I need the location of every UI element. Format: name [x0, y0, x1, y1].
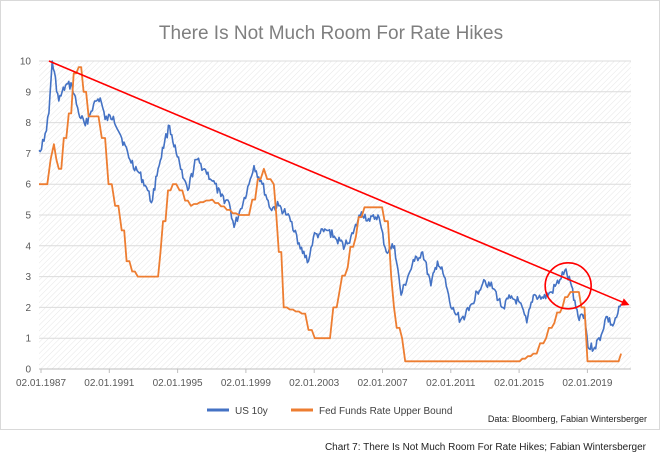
x-tick-label: 02.01.1995: [153, 378, 203, 389]
legend-label-fed-funds: Fed Funds Rate Upper Bound: [319, 406, 452, 417]
highlight-circle: [544, 262, 592, 310]
y-tick-label: 1: [25, 334, 31, 345]
series-line-us-10y: [38, 60, 622, 352]
y-tick-label: 2: [25, 303, 31, 314]
x-tick-label: 02.01.2019: [562, 378, 612, 389]
y-tick-label: 5: [25, 211, 31, 222]
x-tick-label: 02.01.2007: [357, 378, 407, 389]
series-line-fed-funds: [39, 66, 622, 363]
figure-caption: Chart 7: There Is Not Much Room For Rate…: [324, 442, 646, 453]
y-axis: 0 1 2 3 4 5 6 7 8 9 10: [20, 57, 32, 376]
trend-arrow: [48, 60, 630, 306]
annotations: [48, 60, 630, 310]
x-tick-label: 02.01.2015: [494, 378, 544, 389]
source-note: Data: Bloomberg, Fabian Wintersberger: [488, 414, 647, 424]
series-layer: [38, 60, 622, 363]
x-tick-label: 02.01.1999: [221, 378, 271, 389]
x-tick-label: 02.01.1991: [84, 378, 134, 389]
chart-title: There Is Not Much Room For Rate Hikes: [159, 23, 503, 44]
legend-label-us-10y: US 10y: [235, 406, 268, 417]
y-tick-label: 4: [25, 241, 31, 252]
x-tick-label: 02.01.2003: [289, 378, 339, 389]
line-chart: There Is Not Much Room For Rate Hikes 0 1…: [16, 23, 647, 424]
y-tick-label: 0: [25, 365, 31, 376]
y-tick-label: 3: [25, 272, 31, 283]
x-tick-label: 02.01.1987: [16, 378, 66, 389]
x-tick-label: 02.01.2011: [426, 378, 476, 389]
y-tick-label: 6: [25, 180, 31, 191]
legend: US 10y Fed Funds Rate Upper Bound: [207, 406, 452, 417]
y-tick-label: 9: [25, 87, 31, 98]
y-tick-label: 7: [25, 149, 31, 160]
x-axis: 02.01.1987 02.01.1991 02.01.1995 02.01.1999…: [16, 369, 613, 389]
y-tick-label: 10: [20, 57, 32, 68]
chart-frame: There Is Not Much Room For Rate Hikes 0 1…: [0, 0, 660, 430]
y-tick-label: 8: [25, 118, 31, 129]
